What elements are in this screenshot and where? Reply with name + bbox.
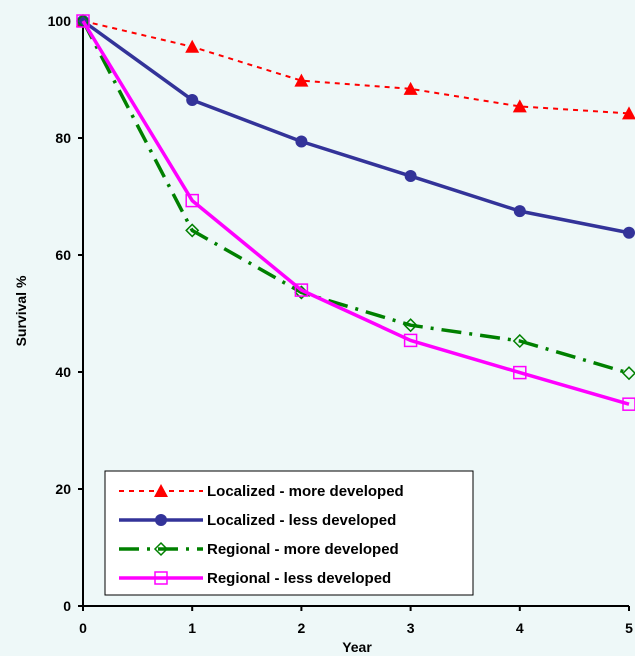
chart-axes: 0 20 40 60 80 100 0 1 2 3 4 5 — [48, 13, 633, 636]
y-axis-title: Survival % — [13, 275, 29, 346]
series-line — [81, 20, 630, 375]
data-point — [294, 73, 309, 87]
data-point — [623, 226, 635, 239]
y-tick-label: 40 — [55, 364, 71, 380]
y-tick-label: 100 — [48, 13, 72, 29]
legend-swatch-marker — [155, 514, 167, 526]
data-point — [76, 14, 90, 28]
data-point — [403, 81, 418, 95]
y-tick-label: 0 — [63, 598, 71, 614]
chart-legend: Localized - more developed Localized - le… — [104, 470, 474, 596]
series-2 — [77, 15, 635, 239]
series-line — [82, 20, 630, 115]
series-1 — [76, 14, 635, 120]
y-tick-label: 80 — [55, 130, 71, 146]
series-line — [81, 19, 630, 235]
data-point — [404, 170, 417, 183]
legend-item: Regional - more developed — [119, 541, 399, 558]
data-point — [622, 106, 635, 120]
series-4 — [76, 14, 635, 411]
data-point — [295, 135, 308, 148]
data-point — [512, 99, 527, 113]
data-point — [186, 93, 199, 106]
data-point — [513, 365, 527, 380]
legend-item: Localized - more developed — [119, 483, 404, 500]
y-tick-label: 20 — [55, 481, 71, 497]
x-tick-label: 4 — [516, 620, 524, 636]
x-tick-label: 3 — [407, 620, 415, 636]
data-point — [185, 39, 200, 53]
legend-label: Localized - more developed — [207, 483, 404, 500]
series-3 — [75, 13, 635, 381]
data-point — [294, 283, 309, 297]
x-tick-label: 5 — [625, 620, 633, 636]
x-tick-label: 0 — [79, 620, 87, 636]
data-point — [622, 397, 635, 411]
data-point — [403, 318, 418, 333]
data-point — [185, 193, 199, 208]
legend-item: Localized - less developed — [119, 512, 396, 529]
data-point — [513, 205, 526, 218]
legend-label: Regional - more developed — [207, 541, 399, 558]
x-tick-label: 1 — [188, 620, 196, 636]
x-tick-label: 2 — [298, 620, 306, 636]
data-point — [185, 223, 200, 238]
y-tick-label: 60 — [55, 247, 71, 263]
x-axis-title: Year — [342, 639, 372, 655]
data-point — [621, 366, 635, 381]
data-point — [403, 333, 418, 348]
chart-series — [75, 13, 635, 411]
legend-item: Regional - less developed — [119, 570, 391, 587]
legend-label: Localized - less developed — [207, 512, 396, 529]
legend-label: Regional - less developed — [207, 570, 391, 587]
data-point — [512, 333, 527, 349]
legend-swatch-marker — [154, 484, 168, 497]
series-line — [81, 20, 630, 406]
legend-swatch-marker — [153, 541, 169, 557]
legend-swatch-marker — [154, 571, 168, 585]
